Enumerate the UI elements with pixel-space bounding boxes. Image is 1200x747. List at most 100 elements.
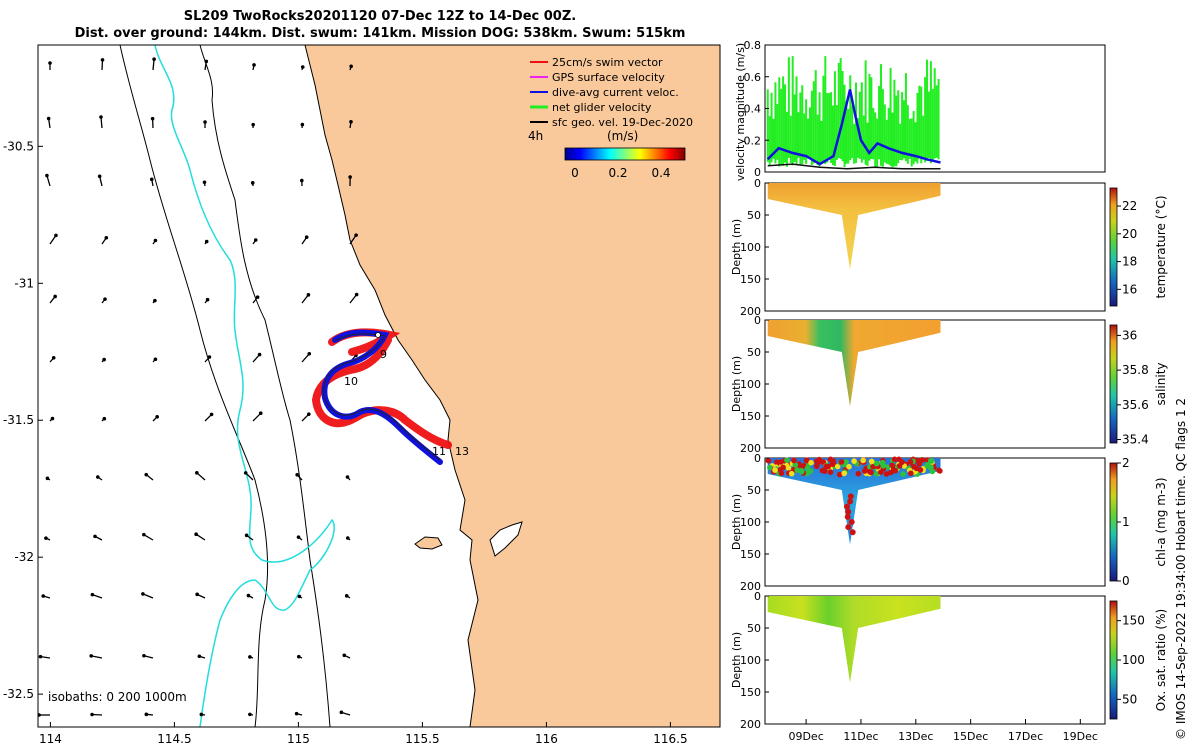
series-gps-net-speed [767, 163, 941, 170]
vel-ytick-label: 0.4 [744, 103, 762, 116]
chl-sample [891, 456, 898, 463]
oxygen-cbar-label: 100 [1122, 653, 1145, 667]
chl-sample [848, 519, 855, 525]
sfc-vector-head [255, 295, 260, 299]
chlorophyll-cbar-title: chl-a (mg m-3) [1154, 477, 1168, 566]
chl-sample [919, 457, 926, 463]
temperature-cbar-label: 18 [1122, 255, 1137, 269]
map-cbar-tick-1: 0.2 [608, 166, 627, 180]
day-label-10: 10 [344, 375, 358, 388]
sfc-vector-head [103, 297, 107, 301]
rottnest-island [414, 536, 443, 550]
sfc-vector-head [45, 173, 49, 178]
date-axis: 09Dec 11Dec 13Dec 15Dec 17Dec 19Dec [788, 719, 1098, 743]
sfc-vector-head [294, 711, 299, 716]
vel-ytick-label: 0 [754, 166, 761, 179]
salinity-ytick-label: 150 [740, 410, 761, 423]
sfc-vector-head [345, 536, 350, 540]
sfc-vector-head [100, 58, 105, 62]
salinity-ylabel: Depth (m) [730, 356, 743, 412]
chl-sample [844, 513, 851, 520]
chl-sample [834, 463, 841, 470]
sfc-vector-head [244, 533, 249, 538]
sfc-vector-head [253, 238, 258, 242]
sfc-vector [91, 655, 103, 659]
oxygen-ylabel: Depth (m) [730, 632, 743, 688]
sfc-vector-head [45, 476, 50, 481]
sfc-vector-head [144, 472, 149, 477]
sfc-vector [100, 116, 103, 129]
sfc-vector-head [38, 654, 43, 659]
land-mass [304, 45, 720, 727]
sfc-vector-head [342, 653, 347, 658]
sfc-vector-head [199, 712, 204, 717]
sfc-vector-head [248, 655, 252, 659]
sfc-vector-head [153, 298, 157, 303]
map-cbar-tick-2: 0.4 [651, 166, 670, 180]
temperature-colorbar [1109, 187, 1118, 307]
temperature-cbar-label: 16 [1122, 282, 1137, 296]
sfc-vector-head [345, 475, 350, 479]
chl-sample [908, 470, 914, 477]
sfc-vector-head [99, 115, 103, 119]
temperature-ytick-label: 0 [754, 177, 761, 190]
map-colorbar [564, 147, 686, 161]
salinity-ytick-label: 200 [740, 442, 761, 455]
chlorophyll-cbar-label: 0 [1122, 574, 1130, 588]
sfc-vector-head [54, 233, 58, 238]
credit-line: © IMOS 14-Sep-2022 19:34:00 Hobart time.… [1174, 398, 1188, 740]
map-ytick-label: -32 [14, 550, 34, 564]
sfc-vector-head [142, 653, 146, 658]
chl-sample [892, 467, 899, 474]
track-blue-current [321, 329, 443, 465]
sfc-vector-head [248, 712, 252, 717]
chlorophyll-cbar-label: 2 [1122, 456, 1130, 470]
oxygen-ytick-label: 200 [740, 718, 761, 731]
date-tick-label: 11Dec [843, 730, 878, 743]
chl-sample [907, 459, 914, 465]
sfc-vector-head [297, 594, 302, 599]
track-start-marker [375, 332, 381, 338]
sfc-vector-head [204, 59, 209, 64]
legend-dive-avg: dive-avg current veloc. [552, 86, 679, 99]
sfc-vector-head [53, 294, 57, 299]
chl-sample [900, 471, 906, 477]
map-ytick-label: -30.5 [3, 139, 34, 153]
chl-sample [849, 529, 856, 536]
chl-sample [765, 457, 772, 464]
coast-inlet [489, 521, 523, 557]
map-ytick-label: -32.5 [3, 687, 34, 701]
salinity-cbar-label: 35.6 [1122, 398, 1149, 412]
sfc-vector-head [348, 175, 352, 179]
salinity-section-fill [767, 320, 941, 407]
vel-ytick-label: 0.8 [744, 39, 762, 52]
section-oxygen: 0 50 100 150 200 Depth (m) 50 100 150 Ox. sat. ra… [730, 590, 1168, 731]
series-dive-avg-current [766, 89, 941, 166]
sfc-vector-head [300, 122, 305, 127]
sfc-vector-head [257, 352, 262, 357]
map-xtick-label: 114 [39, 732, 62, 746]
temperature-cbar-label: 20 [1122, 227, 1137, 241]
title-line-2: Dist. over ground: 144km. Dist. swum: 14… [75, 26, 686, 41]
velocity-panel: 0 0.2 0.4 0.6 0.8 velocity magnitude (m/s) [734, 39, 1106, 181]
sfc-vector-head [195, 471, 199, 475]
velocity-y-axis: 0 0.2 0.4 0.6 0.8 [744, 39, 769, 179]
sfc-vector-head [296, 535, 301, 539]
chl-sample [878, 469, 884, 476]
sfc-vector [152, 59, 155, 71]
sfc-vector-head [209, 412, 214, 417]
sfc-vector-head [207, 355, 212, 359]
sfc-vector [46, 175, 51, 187]
title-line-1: SL209 TwoRocks20201120 07-Dec 12Z to 14-… [184, 9, 576, 24]
chl-sample [883, 471, 890, 477]
chl-sample [845, 508, 852, 515]
chl-sample [844, 503, 850, 510]
sfc-vector-head [90, 712, 94, 717]
map-xtick-label: 115.5 [405, 732, 439, 746]
day-label-13: 13 [455, 445, 469, 458]
temperature-ytick-label: 50 [747, 209, 761, 222]
chl-sample [862, 468, 868, 474]
sfc-vector-head [300, 178, 304, 183]
sfc-vector-head [307, 412, 311, 416]
